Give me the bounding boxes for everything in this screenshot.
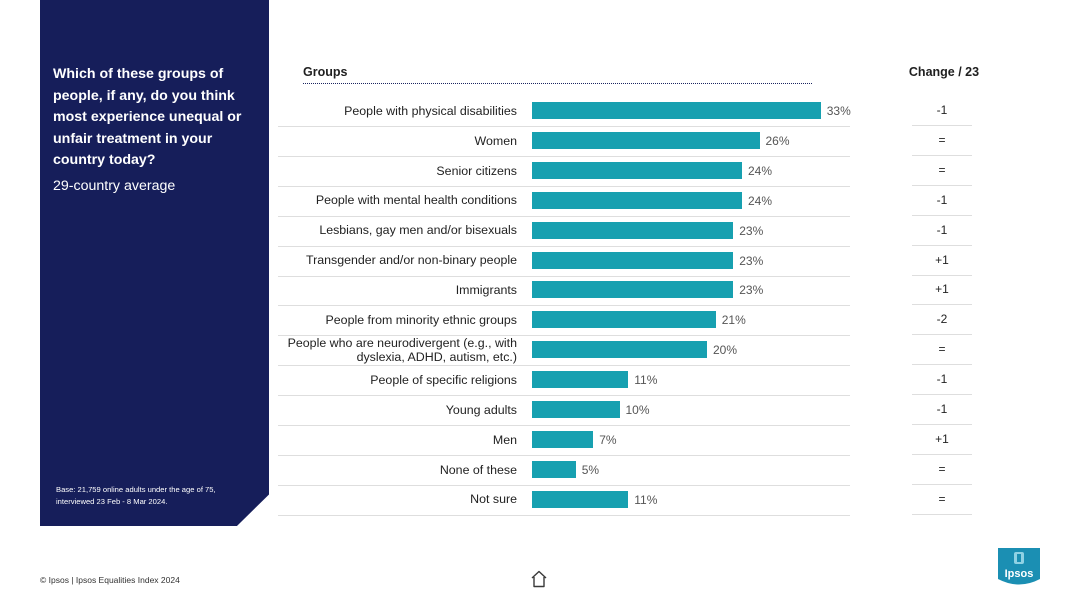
category-label: Young adults xyxy=(445,402,517,417)
value-label: 21% xyxy=(721,313,746,328)
change-value: = xyxy=(912,156,972,186)
value-label: 23% xyxy=(739,283,764,298)
change-value: -1 xyxy=(912,365,972,396)
logo-text: Ipsos xyxy=(1005,568,1034,580)
change-value: +1 xyxy=(912,275,972,306)
change-value: +1 xyxy=(912,246,972,276)
bar xyxy=(532,281,734,299)
category-label: People with physical disabilities xyxy=(344,103,517,118)
value-label: 10% xyxy=(625,403,650,417)
change-value: = xyxy=(912,335,972,366)
value-label: 5% xyxy=(581,462,600,477)
bar xyxy=(532,221,734,239)
table-row: People from minority ethnic groups 21% xyxy=(278,305,850,337)
table-row: People of specific religions 11% xyxy=(278,365,850,397)
category-label: People who are neurodivergent (e.g., wit… xyxy=(287,335,517,365)
table-row: None of these 5% xyxy=(278,455,850,486)
change-header: Change / 23 xyxy=(908,65,980,79)
category-label: Not sure xyxy=(470,492,517,507)
table-row: Transgender and/or non-binary people 23% xyxy=(278,246,850,277)
bar xyxy=(532,341,707,359)
base-note: Base: 21,759 online adults under the age… xyxy=(56,485,216,506)
footer-copyright: © Ipsos | Ipsos Equalities Index 2024 xyxy=(40,575,180,585)
category-label: Immigrants xyxy=(455,283,517,298)
value-label: 20% xyxy=(713,343,738,358)
table-row: Senior citizens 24% xyxy=(278,156,850,187)
category-label: Transgender and/or non-binary people xyxy=(305,253,517,268)
table-row: People with mental health conditions 24% xyxy=(278,186,850,217)
table-row: People with physical disabilities 33% xyxy=(278,96,851,127)
table-row: Immigrants 23% xyxy=(278,275,850,307)
value-label: 24% xyxy=(748,163,773,178)
value-label: 23% xyxy=(739,223,764,238)
bar xyxy=(532,191,742,209)
bar xyxy=(532,430,594,448)
home-icon[interactable] xyxy=(529,569,549,589)
value-label: 23% xyxy=(739,253,764,268)
bar xyxy=(532,490,629,508)
value-label: 33% xyxy=(826,104,851,118)
ipsos-logo: Ipsos xyxy=(998,548,1040,585)
bar xyxy=(532,401,620,418)
groups-header: Groups xyxy=(303,65,348,79)
bar xyxy=(532,161,742,179)
value-label: 7% xyxy=(599,432,617,447)
table-row: Men 7% xyxy=(278,425,850,456)
header-divider xyxy=(303,83,812,84)
value-label: 26% xyxy=(765,133,790,148)
bar xyxy=(532,251,734,269)
question-title: Which of these groups of people, if any,… xyxy=(53,66,242,168)
category-label: Women xyxy=(474,133,517,148)
value-label: 11% xyxy=(634,373,658,388)
category-label: None of these xyxy=(439,462,517,477)
table-row: Lesbians, gay men and/or bisexuals 23% xyxy=(278,216,850,247)
table-row: Not sure 11% xyxy=(278,485,850,516)
category-label: Lesbians, gay men and/or bisexuals xyxy=(319,223,517,238)
change-value: -2 xyxy=(912,305,972,336)
bar xyxy=(532,102,821,119)
bar xyxy=(532,311,716,329)
bar xyxy=(532,131,760,149)
category-label: Senior citizens xyxy=(436,163,517,178)
change-value: -1 xyxy=(912,216,972,246)
change-value: -1 xyxy=(912,186,972,216)
change-value: = xyxy=(912,126,972,156)
question-subtitle: 29-country average xyxy=(53,178,176,194)
change-value: = xyxy=(912,455,972,485)
category-label: Men xyxy=(492,432,517,447)
category-label: People from minority ethnic groups xyxy=(325,313,517,328)
category-label: People with mental health conditions xyxy=(315,193,517,208)
bar xyxy=(532,460,576,478)
value-label: 11% xyxy=(634,492,658,507)
table-row: Women 26% xyxy=(278,126,850,157)
table-row: People who are neurodivergent (e.g., wit… xyxy=(278,335,850,367)
change-value: +1 xyxy=(912,425,972,455)
category-label: People of specific religions xyxy=(370,372,517,387)
question-panel: Which of these groups of people, if any,… xyxy=(40,0,269,526)
change-value: = xyxy=(912,485,972,515)
value-label: 24% xyxy=(748,193,773,208)
table-row: Young adults 10% xyxy=(278,395,850,426)
bar xyxy=(532,371,629,389)
change-value: -1 xyxy=(912,96,972,126)
change-value: -1 xyxy=(912,395,972,425)
